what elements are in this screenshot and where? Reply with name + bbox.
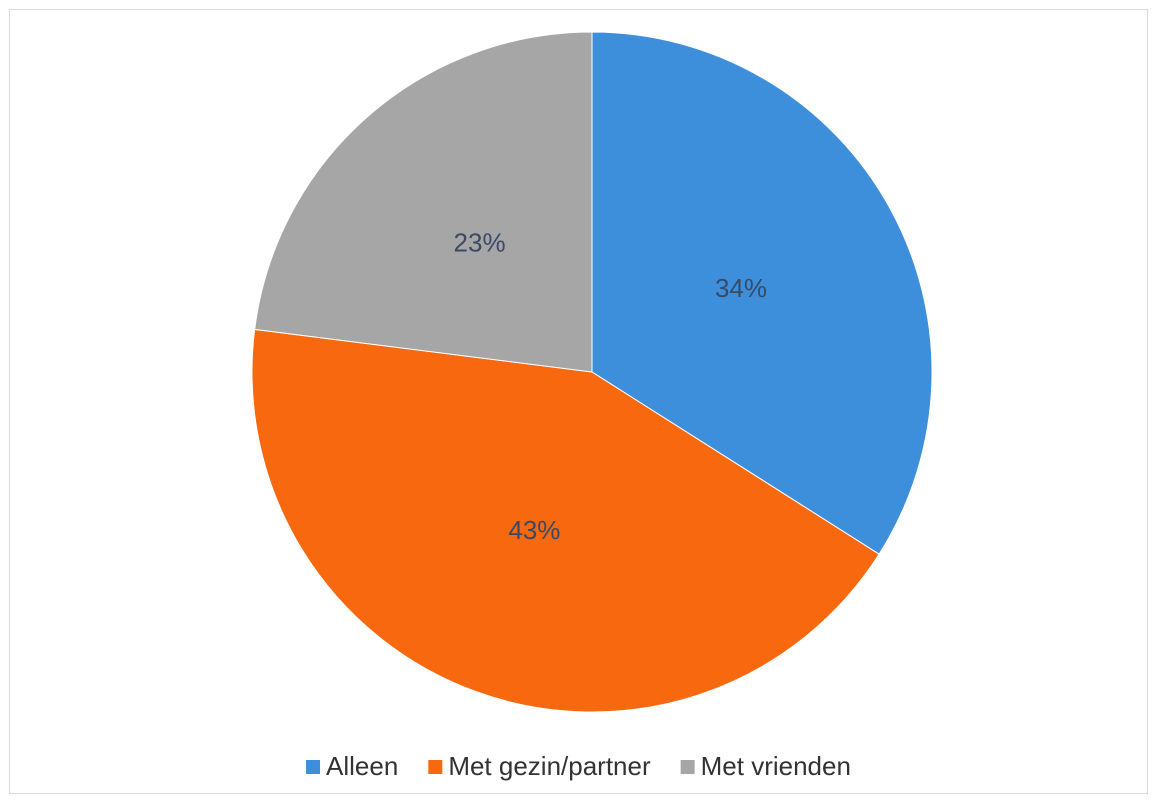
pie-slice (591, 31, 933, 555)
legend-swatch (306, 760, 321, 774)
pie-slice (254, 31, 593, 373)
data-label: 34% (715, 273, 767, 303)
legend-label: Met vrienden (701, 751, 851, 781)
pie-slice (251, 328, 880, 713)
data-label: 43% (508, 515, 560, 545)
legend-swatch (680, 760, 695, 774)
data-label: 23% (454, 227, 506, 257)
legend-label: Met gezin/partner (448, 751, 651, 781)
legend-label: Alleen (326, 751, 398, 781)
legend-swatch (428, 760, 443, 774)
